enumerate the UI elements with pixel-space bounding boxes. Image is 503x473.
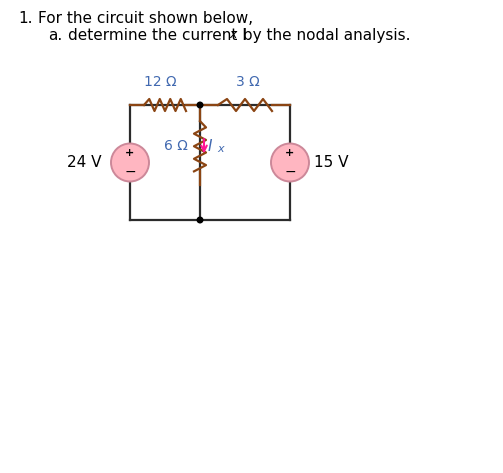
Text: 12 Ω: 12 Ω [144, 75, 177, 89]
Text: x: x [229, 28, 236, 41]
Text: −: − [284, 165, 296, 179]
Text: For the circuit shown below,: For the circuit shown below, [38, 11, 253, 26]
Text: +: + [125, 149, 135, 158]
Text: 6 Ω: 6 Ω [164, 139, 188, 153]
Circle shape [271, 143, 309, 182]
Text: I: I [208, 139, 212, 154]
Text: −: − [124, 165, 136, 179]
Circle shape [111, 143, 149, 182]
Text: +: + [285, 149, 295, 158]
Text: x: x [217, 144, 224, 154]
Text: by the nodal analysis.: by the nodal analysis. [238, 28, 410, 43]
Text: a.: a. [48, 28, 62, 43]
Text: 3 Ω: 3 Ω [236, 75, 260, 89]
Circle shape [197, 217, 204, 224]
Circle shape [197, 102, 204, 108]
Text: 24 V: 24 V [67, 155, 102, 170]
Text: determine the current I: determine the current I [68, 28, 247, 43]
Text: 1.: 1. [18, 11, 33, 26]
Text: 15 V: 15 V [314, 155, 349, 170]
